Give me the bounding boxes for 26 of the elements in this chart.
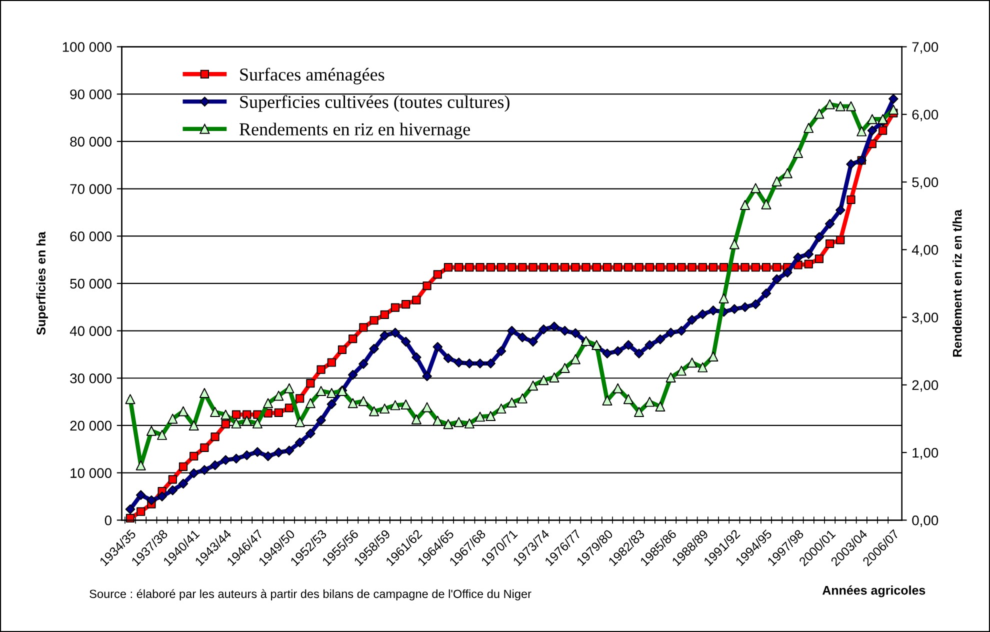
y2-tick-label: 1,00 — [912, 448, 938, 460]
legend-label: Surfaces aménagées — [240, 68, 384, 84]
y2-axis-title: Rendement en riz en t/ha — [952, 209, 962, 357]
y2-tick-label: 0,00 — [912, 515, 938, 527]
y2-tick-label: 2,00 — [912, 380, 938, 392]
y2-tick-label: 5,00 — [912, 177, 938, 189]
x-axis-title: Années agricoles — [822, 585, 926, 598]
y-tick-label: 80 000 — [70, 136, 112, 147]
legend-label: Superficies cultivées (toutes cultures) — [240, 95, 510, 112]
y-tick-label: 90 000 — [70, 89, 112, 100]
y-tick-label: 40 000 — [70, 326, 112, 336]
y2-tick-label: 7,00 — [912, 42, 938, 54]
legend-label: Rendements en riz en hivernage — [240, 122, 470, 140]
y-tick-label: 100 000 — [62, 42, 112, 52]
y-tick-label: 20 000 — [70, 420, 112, 431]
y2-tick-label: 4,00 — [912, 244, 938, 256]
y-axis-title: Superficies en ha — [36, 232, 48, 335]
y-tick-label: 50 000 — [70, 278, 112, 289]
y-tick-label: 0 — [104, 515, 112, 526]
y2-tick-label: 6,00 — [912, 110, 938, 122]
y-tick-label: 30 000 — [70, 373, 112, 384]
source-note: Source : élaboré par les auteurs à partir des bilans de campagne de l'Office du Niger — [90, 589, 532, 600]
y2-tick-label: 3,00 — [912, 312, 938, 324]
y-tick-label: 60 000 — [70, 231, 112, 242]
y-tick-label: 10 000 — [70, 468, 112, 478]
y-tick-label: 70 000 — [70, 184, 112, 194]
